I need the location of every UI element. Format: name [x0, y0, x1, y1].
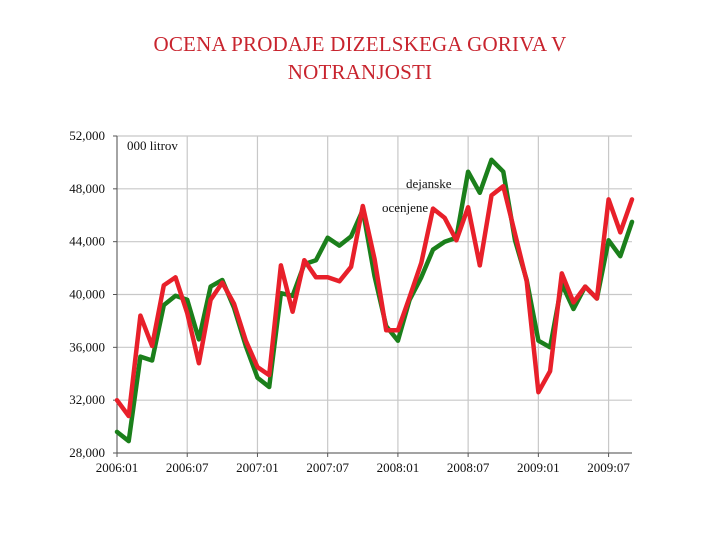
x-tick-labels: 2006:01 2006:07 2007:01 2007:07 2008:01 2008:… — [96, 460, 631, 475]
grid-lines — [116, 135, 632, 454]
series-label-ocenjene: ocenjene — [382, 200, 428, 215]
unit-label: 000 litrov — [127, 138, 178, 153]
y-tick-label: 48,000 — [69, 181, 105, 196]
x-tick-label: 2008:07 — [447, 460, 490, 475]
axes — [113, 135, 632, 457]
chart-title: OCENA PRODAJE DIZELSKEGA GORIVA V NOTRAN… — [0, 30, 720, 86]
x-tick-label: 2006:01 — [96, 460, 139, 475]
y-tick-label: 32,000 — [69, 392, 105, 407]
y-tick-label: 28,000 — [69, 445, 105, 460]
x-tick-label: 2009:07 — [587, 460, 630, 475]
annotations: 000 litrov dejanske ocenjene — [127, 138, 452, 215]
series-line-dejanske — [114, 157, 635, 444]
y-tick-label: 40,000 — [69, 287, 105, 302]
y-tick-label: 52,000 — [69, 128, 105, 143]
chart-title-line-2: NOTRANJOSTI — [287, 60, 433, 84]
y-tick-labels: 28,000 32,000 36,000 40,000 44,000 48,000 52,0… — [69, 128, 105, 460]
x-tick-label: 2009:01 — [517, 460, 560, 475]
series-lines — [114, 157, 635, 444]
series-line-ocenjene — [114, 183, 635, 419]
y-tick-label: 36,000 — [69, 339, 105, 354]
y-tick-label: 44,000 — [69, 234, 105, 249]
x-tick-label: 2007:01 — [236, 460, 279, 475]
chart-title-line-1: OCENA PRODAJE DIZELSKEGA GORIVA V — [153, 32, 567, 56]
series-label-dejanske: dejanske — [406, 176, 452, 191]
x-tick-label: 2008:01 — [377, 460, 420, 475]
x-tick-label: 2007:07 — [306, 460, 349, 475]
x-tick-label: 2006:07 — [166, 460, 209, 475]
